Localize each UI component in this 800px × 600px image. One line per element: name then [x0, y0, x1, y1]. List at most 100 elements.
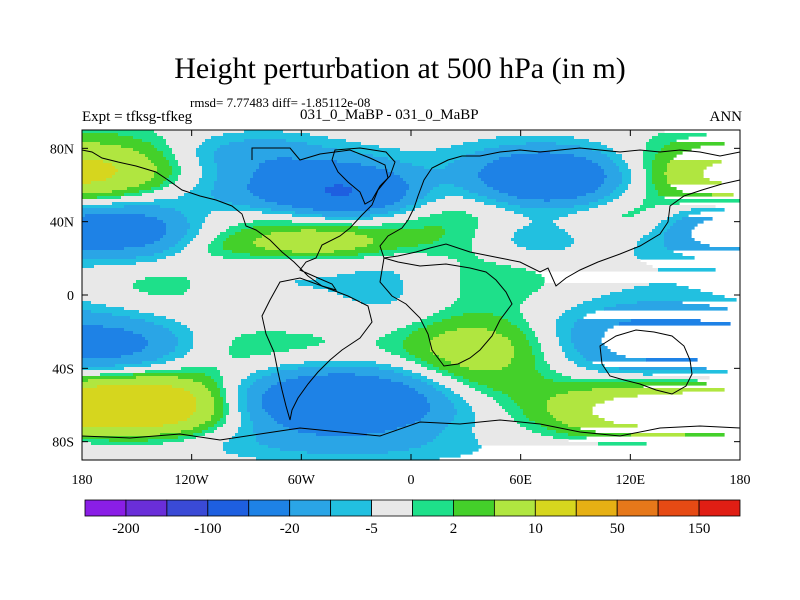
contour-cell — [82, 301, 92, 305]
contour-cell — [82, 241, 155, 245]
contour-cell — [421, 373, 443, 377]
contour-cell — [535, 361, 548, 365]
contour-cell — [433, 352, 515, 356]
contour-cell — [145, 181, 164, 185]
contour-cell — [181, 172, 203, 176]
contour-cell — [412, 163, 449, 167]
contour-cell — [496, 136, 575, 140]
contour-cell — [229, 352, 272, 356]
contour-cell — [427, 397, 449, 401]
contour-cell — [271, 208, 314, 212]
contour-cell — [193, 331, 257, 335]
contour-cell — [82, 160, 104, 164]
contour-cell — [619, 367, 707, 371]
colorbar-swatch — [289, 499, 332, 517]
contour-cell — [637, 301, 683, 305]
contour-cell — [556, 394, 638, 398]
contour-cell — [211, 391, 221, 395]
contour-cell — [388, 157, 461, 161]
contour-cell — [679, 211, 701, 215]
contour-cell — [445, 331, 497, 335]
contour-cell — [586, 193, 611, 197]
contour-cell — [430, 214, 473, 218]
contour-cell — [82, 151, 140, 155]
contour-cell — [403, 343, 431, 347]
contour-cell — [523, 331, 536, 335]
contour-cell — [151, 187, 164, 191]
contour-cell — [403, 289, 461, 293]
contour-cell — [406, 190, 431, 194]
contour-cell — [442, 391, 455, 395]
contour-cell — [394, 214, 431, 218]
contour-cell — [163, 424, 200, 428]
contour-cell — [325, 340, 377, 344]
contour-cell — [433, 241, 473, 245]
contour-cell — [631, 433, 686, 437]
contour-cell — [112, 175, 155, 179]
contour-cell — [82, 169, 119, 173]
contour-cell — [247, 184, 335, 188]
contour-cell — [538, 289, 623, 293]
contour-cell — [436, 370, 449, 374]
x-tick-label: 180 — [72, 473, 93, 488]
contour-cell — [82, 361, 143, 365]
contour-cell — [262, 397, 428, 401]
contour-cell — [523, 316, 560, 320]
contour-cell — [238, 430, 254, 434]
contour-cell — [139, 289, 188, 293]
contour-cell — [649, 283, 677, 287]
contour-cell — [82, 247, 125, 251]
contour-cell — [190, 328, 398, 332]
contour-cell — [232, 436, 257, 440]
contour-cell — [355, 373, 404, 377]
contour-cell — [166, 139, 206, 143]
contour-cell — [577, 304, 617, 308]
contour-cell — [154, 253, 176, 257]
contour-cell — [289, 349, 386, 353]
contour-cell — [166, 178, 179, 182]
contour-cell — [559, 340, 572, 344]
contour-cell — [466, 211, 515, 215]
contour-cell — [208, 388, 221, 392]
x-tick-label: 0 — [408, 473, 415, 488]
contour-cell — [214, 379, 224, 383]
contour-cell — [508, 364, 536, 368]
contour-cell — [439, 310, 521, 314]
contour-cell — [82, 166, 116, 170]
contour-cell — [157, 217, 188, 221]
contour-cell — [172, 331, 194, 335]
contour-cell — [184, 292, 338, 296]
contour-cell — [196, 406, 215, 410]
contour-cell — [193, 379, 215, 383]
contour-cell — [175, 319, 422, 323]
contour-cell — [103, 325, 164, 329]
contour-cell — [82, 394, 194, 398]
contour-cell — [232, 355, 251, 359]
contour-cell — [403, 280, 461, 284]
contour-cell — [223, 415, 227, 419]
contour-cell — [82, 175, 113, 179]
contour-cell — [667, 217, 683, 221]
contour-cell — [154, 190, 191, 194]
contour-cell — [82, 376, 137, 380]
contour-cell — [667, 166, 707, 170]
contour-cell — [388, 211, 407, 215]
contour-cell — [478, 217, 530, 221]
contour-cell — [166, 232, 188, 236]
contour-cell — [433, 385, 446, 389]
contour-cell — [514, 400, 548, 404]
contour-cell — [547, 409, 593, 413]
contour-cell — [259, 196, 404, 200]
contour-cell — [571, 244, 638, 248]
contour-cell — [214, 238, 227, 242]
contour-cell — [556, 370, 599, 374]
contour-cell — [607, 175, 623, 179]
contour-cell — [418, 244, 473, 248]
contour-cell — [559, 226, 656, 230]
contour-cell — [664, 238, 695, 242]
contour-cell — [82, 427, 194, 431]
colorbar-swatch — [534, 499, 577, 517]
contour-cell — [643, 157, 656, 161]
contour-cell — [232, 340, 326, 344]
contour-cell — [442, 430, 473, 434]
